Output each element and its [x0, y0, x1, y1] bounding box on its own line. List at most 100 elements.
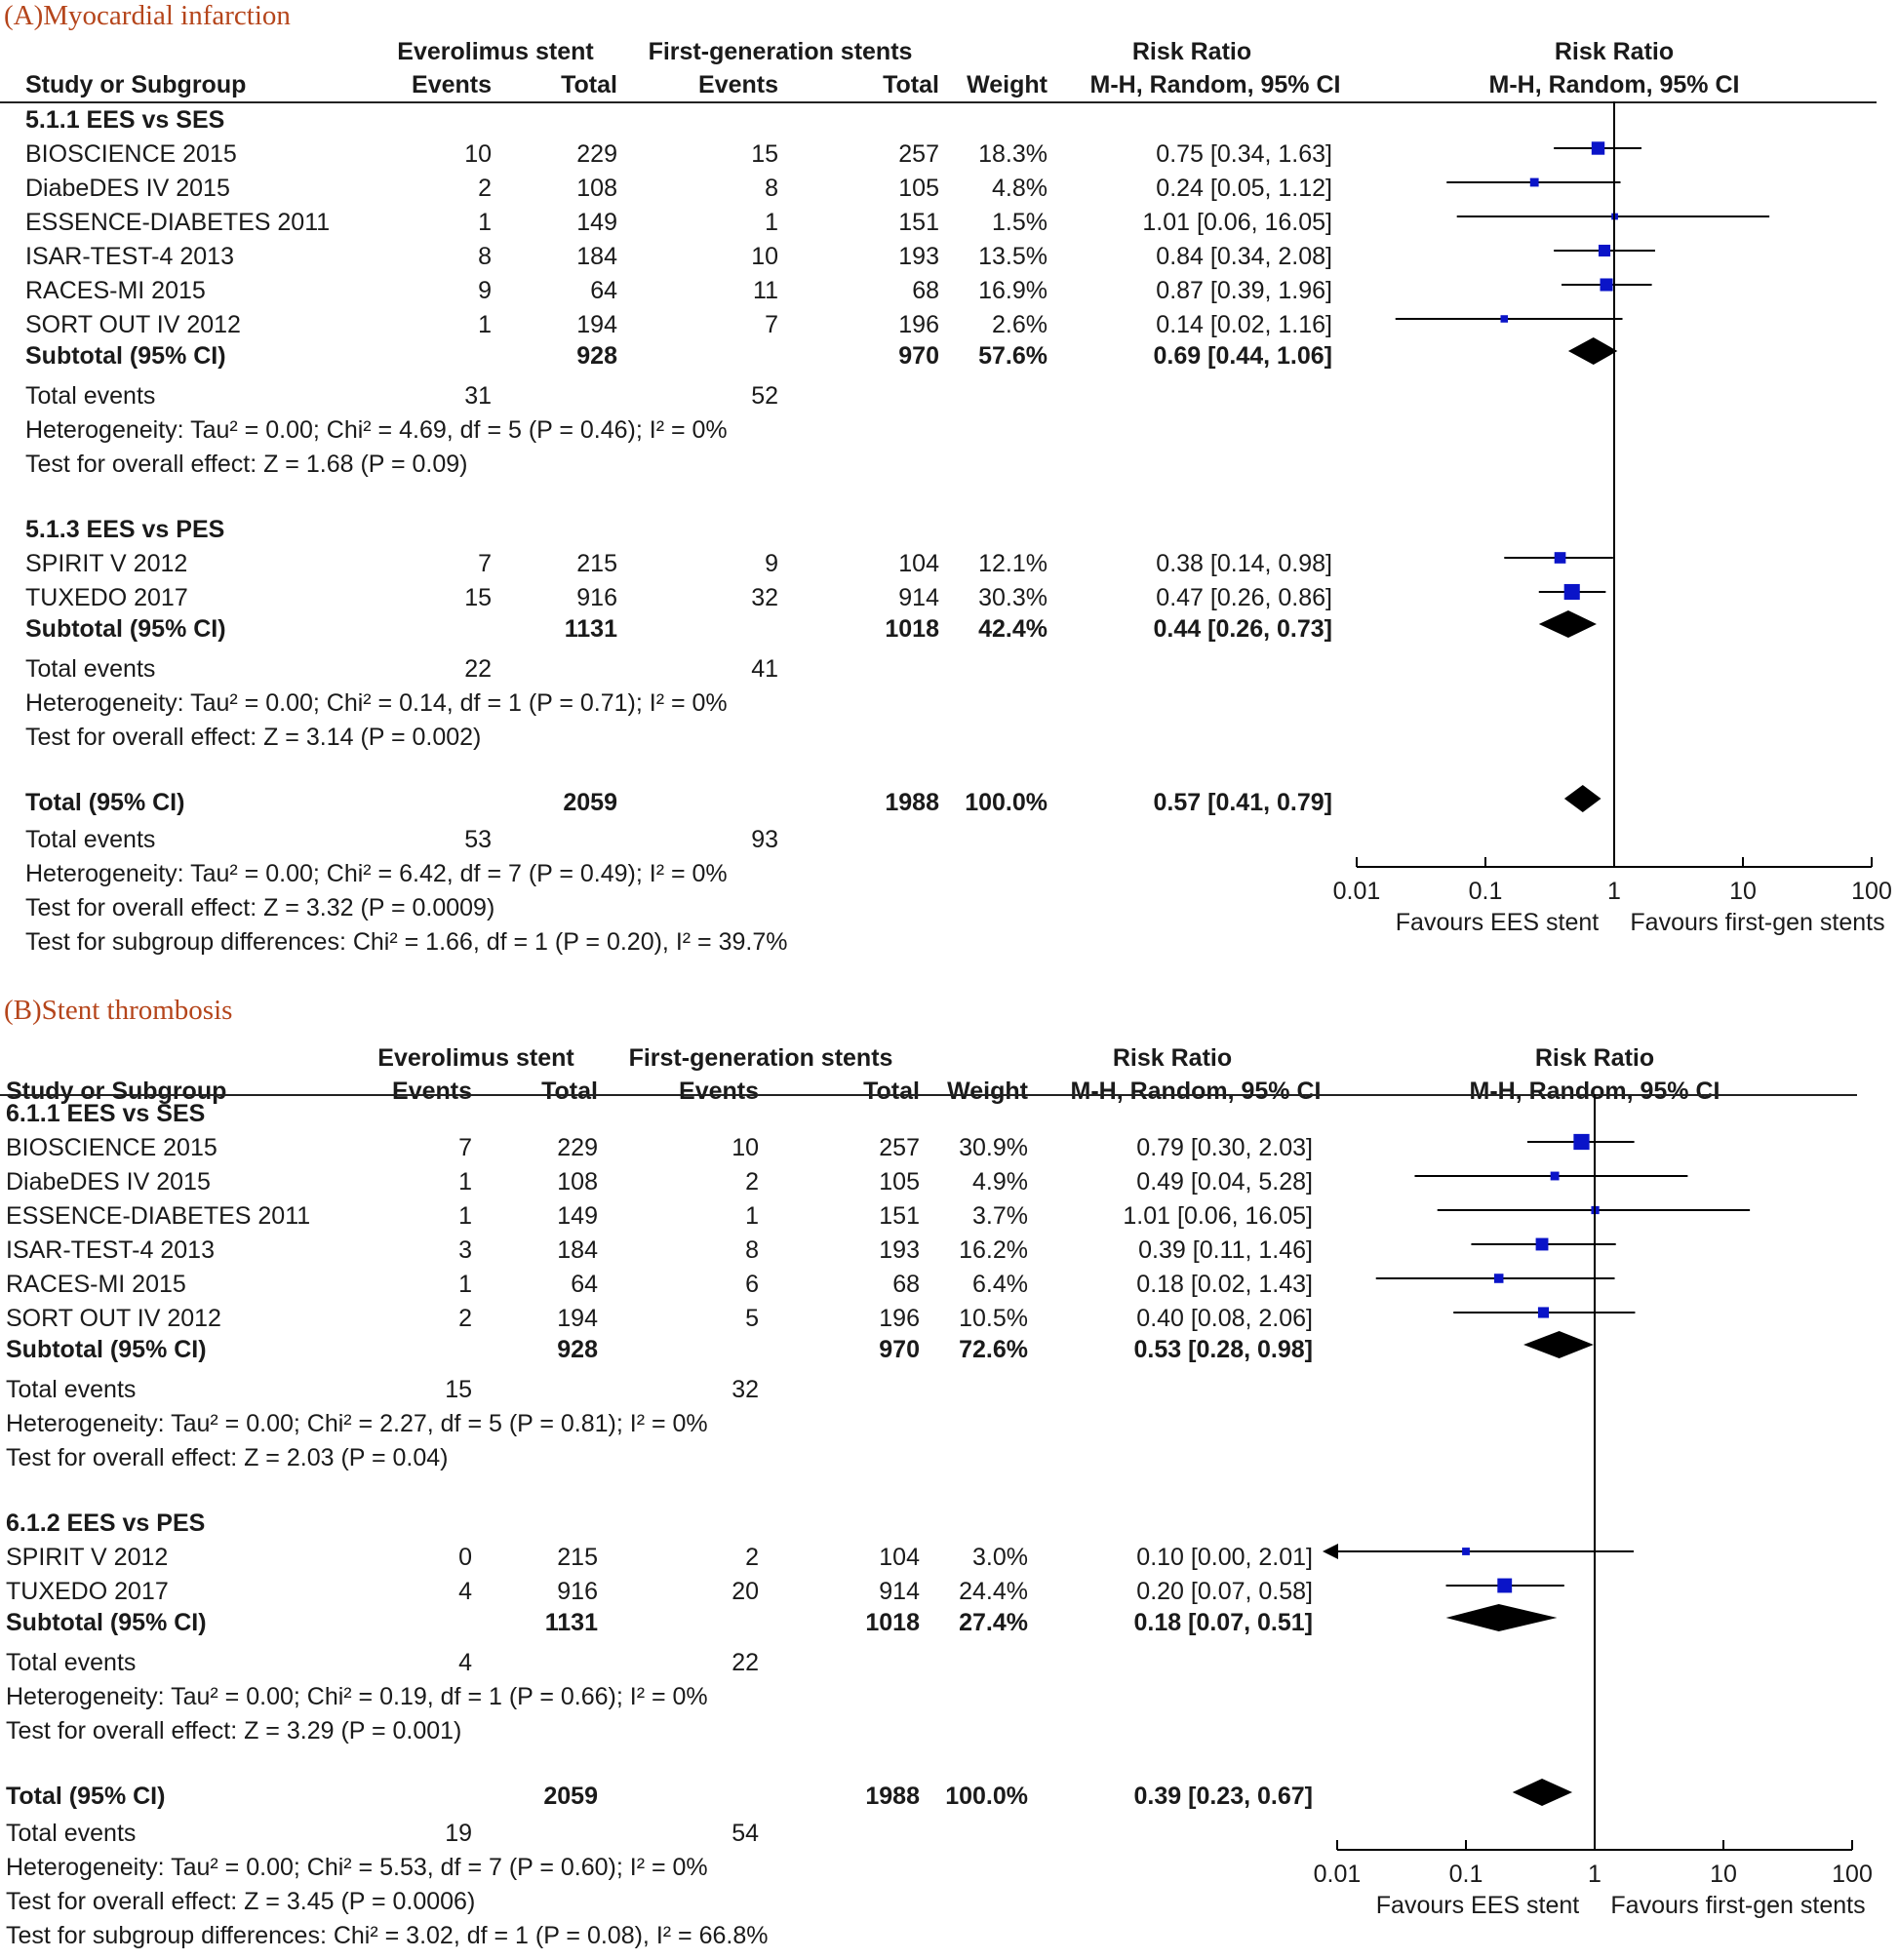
header-study: Study or Subgroup — [25, 71, 247, 98]
header-total-ees: Total — [541, 1078, 598, 1105]
events-ees: 7 — [478, 550, 492, 577]
grand-total-ees: 2059 — [543, 1783, 598, 1810]
study-name: DiabeDES IV 2015 — [25, 175, 230, 202]
events-first-gen: 32 — [751, 584, 778, 611]
header-weight: Weight — [967, 71, 1048, 98]
subgroup-label: 6.1.1 EES vs SES — [6, 1100, 206, 1127]
risk-ratio-ci: 0.10 [0.00, 2.01] — [1136, 1544, 1313, 1571]
study-name: BIOSCIENCE 2015 — [6, 1134, 217, 1161]
events-ees: 8 — [478, 243, 492, 270]
study-name: SPIRIT V 2012 — [25, 550, 188, 577]
subtotal-diamond — [1523, 1331, 1594, 1358]
header-events-ees: Events — [392, 1078, 472, 1105]
panel-title: (B)Stent thrombosis — [4, 995, 233, 1026]
subtotal-total-first-gen: 970 — [898, 342, 939, 370]
events-ees: 4 — [458, 1578, 472, 1605]
events-first-gen: 15 — [751, 140, 778, 168]
x-axis-tick-label: 10 — [1710, 1861, 1737, 1888]
total-events-label: Total events — [6, 1376, 137, 1403]
total-events-first-gen: 41 — [751, 655, 778, 683]
header-rr-method: M-H, Random, 95% CI — [1089, 71, 1341, 98]
header-rr-plot-title: Risk Ratio — [1534, 1044, 1655, 1072]
events-first-gen: 7 — [765, 311, 778, 338]
subtotal-label: Subtotal (95% CI) — [6, 1609, 207, 1636]
total-events-ees: 22 — [464, 655, 492, 683]
events-first-gen: 2 — [745, 1544, 759, 1571]
events-ees: 1 — [478, 311, 492, 338]
overall-effect-text: Test for overall effect: Z = 3.45 (P = 0… — [6, 1888, 476, 1915]
heterogeneity-text: Heterogeneity: Tau² = 0.00; Chi² = 0.19,… — [6, 1683, 708, 1710]
risk-ratio-ci: 0.20 [0.07, 0.58] — [1136, 1578, 1313, 1605]
risk-ratio-ci: 0.38 [0.14, 0.98] — [1156, 550, 1332, 577]
point-estimate-marker — [1535, 1237, 1549, 1251]
header-rr-method: M-H, Random, 95% CI — [1070, 1078, 1322, 1105]
study-weight: 13.5% — [978, 243, 1048, 270]
total-events-label: Total events — [6, 1649, 137, 1676]
events-ees: 3 — [458, 1236, 472, 1264]
study-name: SORT OUT IV 2012 — [6, 1305, 221, 1332]
subtotal-diamond — [1538, 610, 1597, 638]
header-rr-plot-method: M-H, Random, 95% CI — [1488, 71, 1740, 98]
point-estimate-marker — [1462, 1548, 1470, 1555]
x-axis-tick-label: 0.01 — [1313, 1861, 1362, 1888]
subtotal-total-first-gen: 1018 — [885, 615, 939, 643]
total-events-first-gen: 22 — [732, 1649, 759, 1676]
total-events-label: Total events — [6, 1820, 137, 1847]
study-name: SPIRIT V 2012 — [6, 1544, 169, 1571]
grand-total-ci: 0.39 [0.23, 0.67] — [1133, 1783, 1313, 1810]
total-first-gen: 257 — [879, 1134, 920, 1161]
risk-ratio-ci: 1.01 [0.06, 16.05] — [1123, 1202, 1313, 1230]
subgroup-differences-text: Test for subgroup differences: Chi² = 3.… — [6, 1922, 769, 1949]
subtotal-total-ees: 1131 — [564, 615, 617, 643]
heterogeneity-text: Heterogeneity: Tau² = 0.00; Chi² = 2.27,… — [6, 1410, 708, 1437]
x-axis-tick-label: 0.1 — [1448, 1861, 1483, 1888]
total-events-ees: 31 — [464, 382, 492, 410]
header-total-ees: Total — [561, 71, 617, 98]
total-first-gen: 68 — [892, 1271, 920, 1298]
subtotal-label: Subtotal (95% CI) — [6, 1336, 207, 1363]
total-events-first-gen: 54 — [732, 1820, 759, 1847]
subtotal-weight: 42.4% — [978, 615, 1048, 643]
events-first-gen: 1 — [765, 209, 778, 236]
total-diamond — [1563, 785, 1601, 812]
risk-ratio-ci: 0.49 [0.04, 5.28] — [1136, 1168, 1313, 1196]
risk-ratio-ci: 0.75 [0.34, 1.63] — [1156, 140, 1332, 168]
header-rule — [0, 1094, 1857, 1096]
subtotal-total-ees: 928 — [576, 342, 617, 370]
study-name: BIOSCIENCE 2015 — [25, 140, 237, 168]
overall-effect-text: Test for overall effect: Z = 1.68 (P = 0… — [25, 451, 468, 478]
total-first-gen: 193 — [879, 1236, 920, 1264]
forest-plot-stent-thrombosis: (B)Stent thrombosis Everolimus stent First… — [0, 995, 1898, 1954]
study-weight: 6.4% — [972, 1271, 1028, 1298]
total-first-gen: 914 — [898, 584, 939, 611]
total-events-ees: 19 — [445, 1820, 472, 1847]
header-total-first-gen: Total — [883, 71, 939, 98]
study-weight: 4.8% — [992, 175, 1048, 202]
events-ees: 1 — [458, 1168, 472, 1196]
header-group-ees: Everolimus stent — [397, 38, 594, 65]
total-ees: 194 — [557, 1305, 598, 1332]
header-group-ees: Everolimus stent — [377, 1044, 574, 1072]
risk-ratio-ci: 0.84 [0.34, 2.08] — [1156, 243, 1332, 270]
heterogeneity-text: Heterogeneity: Tau² = 0.00; Chi² = 4.69,… — [25, 416, 728, 444]
total-first-gen: 193 — [898, 243, 939, 270]
events-ees: 2 — [478, 175, 492, 202]
subtotal-diamond — [1445, 1604, 1558, 1631]
total-events-ees: 4 — [458, 1649, 472, 1676]
grand-total-first-gen: 1988 — [865, 1783, 920, 1810]
subgroup-differences-text: Test for subgroup differences: Chi² = 1.… — [25, 928, 788, 956]
subtotal-ci: 0.53 [0.28, 0.98] — [1133, 1336, 1313, 1363]
study-weight: 10.5% — [959, 1305, 1028, 1332]
events-first-gen: 11 — [753, 277, 778, 304]
study-weight: 12.1% — [978, 550, 1048, 577]
study-weight: 3.7% — [972, 1202, 1028, 1230]
events-first-gen: 20 — [732, 1578, 759, 1605]
subtotal-total-first-gen: 1018 — [865, 1609, 920, 1636]
point-estimate-marker — [1529, 177, 1539, 187]
x-axis-tick-label: 10 — [1729, 878, 1757, 905]
study-name: DiabeDES IV 2015 — [6, 1168, 211, 1196]
subgroup-label: 5.1.3 EES vs PES — [25, 516, 225, 543]
total-label: Total (95% CI) — [25, 789, 185, 816]
point-estimate-marker — [1600, 278, 1613, 292]
total-events-label: Total events — [25, 382, 156, 410]
